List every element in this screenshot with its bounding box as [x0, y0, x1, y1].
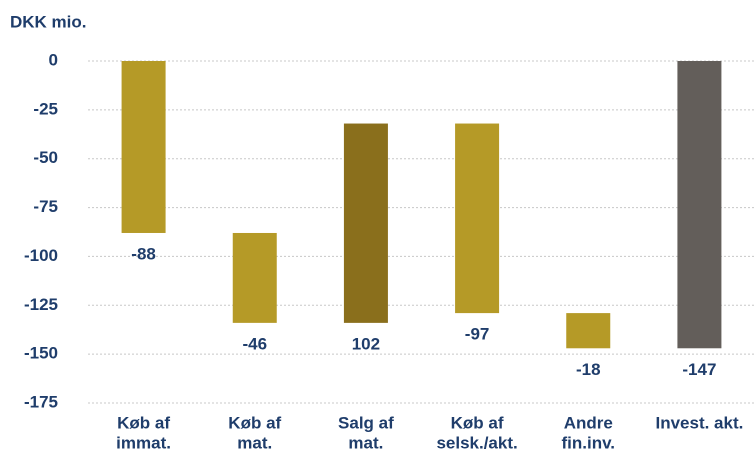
- value-label: -97: [465, 325, 490, 344]
- x-tick-label: fin.inv.: [561, 433, 615, 452]
- x-tick-label: selsk./akt.: [436, 433, 517, 452]
- x-tick-label: immat.: [116, 433, 171, 452]
- x-tick-label: Salg af: [338, 413, 394, 432]
- y-tick-label: -75: [33, 197, 58, 216]
- bar: [566, 313, 611, 349]
- y-tick-label: -150: [24, 344, 58, 363]
- bar: [121, 61, 166, 233]
- bar: [343, 123, 388, 323]
- value-label: -18: [576, 360, 601, 379]
- value-label: -46: [242, 334, 267, 353]
- bar: [677, 61, 722, 349]
- x-tick-label: Køb af: [451, 413, 504, 432]
- x-tick-label: mat.: [348, 433, 383, 452]
- y-tick-label: -125: [24, 295, 58, 314]
- chart-title: DKK mio.: [10, 12, 87, 31]
- y-tick-label: 0: [49, 50, 58, 69]
- y-tick-label: -50: [33, 148, 58, 167]
- value-label: -147: [682, 360, 716, 379]
- y-tick-label: -25: [33, 99, 58, 118]
- x-tick-label: Køb af: [117, 413, 170, 432]
- y-tick-label: -100: [24, 246, 58, 265]
- x-tick-label: Køb af: [228, 413, 281, 432]
- bar: [232, 232, 277, 323]
- x-tick-label: Invest. akt.: [655, 413, 743, 432]
- value-label: 102: [352, 334, 380, 353]
- x-tick-label: Andre: [564, 413, 613, 432]
- bar: [455, 123, 500, 314]
- y-tick-label: -175: [24, 392, 58, 411]
- x-tick-label: mat.: [237, 433, 272, 452]
- value-label: -88: [131, 244, 156, 263]
